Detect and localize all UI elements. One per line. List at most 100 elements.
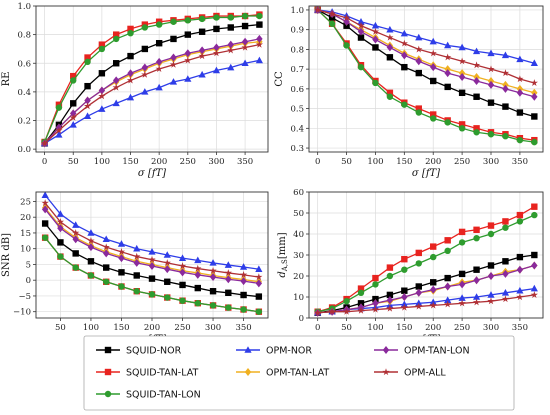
y-tick-label: 25 bbox=[20, 197, 31, 207]
data-point bbox=[502, 103, 509, 110]
data-point bbox=[72, 250, 79, 257]
data-point bbox=[314, 6, 322, 14]
data-point bbox=[415, 283, 422, 290]
data-point bbox=[444, 237, 451, 244]
data-point bbox=[198, 52, 206, 60]
data-point bbox=[386, 272, 394, 280]
series-opm-nor bbox=[41, 191, 263, 272]
legend-marker bbox=[382, 346, 390, 354]
data-point bbox=[84, 54, 91, 61]
series-line bbox=[317, 206, 535, 313]
data-point bbox=[198, 46, 206, 55]
data-point bbox=[241, 12, 249, 20]
data-point bbox=[415, 45, 423, 53]
data-point bbox=[386, 304, 394, 312]
data-point bbox=[516, 75, 524, 83]
plot-frame bbox=[308, 5, 544, 153]
data-point bbox=[472, 293, 481, 300]
data-point bbox=[133, 288, 140, 295]
data-point bbox=[127, 25, 134, 33]
x-tick-label: 0 bbox=[315, 323, 320, 333]
data-point bbox=[179, 268, 186, 277]
data-point bbox=[98, 45, 106, 53]
data-point bbox=[501, 69, 510, 77]
x-tick-label: 50 bbox=[341, 157, 352, 167]
legend-box bbox=[83, 335, 515, 411]
y-tick-label: 20 bbox=[293, 272, 304, 282]
data-point bbox=[133, 258, 140, 267]
series-opm-all bbox=[40, 40, 264, 147]
data-point bbox=[224, 269, 232, 277]
data-point bbox=[516, 293, 524, 301]
data-point bbox=[155, 65, 163, 73]
data-point bbox=[255, 265, 263, 272]
data-point bbox=[530, 291, 538, 298]
data-point bbox=[84, 82, 91, 90]
data-point bbox=[70, 72, 77, 80]
data-point bbox=[458, 57, 466, 65]
panels: 0 50 100 150 200 250 300 3500.00.20.40.60.81.0σ… bbox=[1, 2, 544, 345]
data-point bbox=[184, 31, 192, 38]
data-point bbox=[516, 136, 524, 144]
data-point bbox=[148, 255, 156, 263]
data-point bbox=[531, 261, 538, 270]
series-line bbox=[317, 9, 535, 64]
data-point bbox=[57, 253, 64, 260]
data-point bbox=[531, 92, 538, 101]
series-opm-tan-lon bbox=[41, 205, 263, 288]
y-tick-label: 1.0 bbox=[17, 2, 31, 12]
data-point bbox=[87, 272, 95, 279]
data-point bbox=[41, 199, 49, 207]
y-axis-label: dA,S[mm] bbox=[277, 232, 289, 277]
data-point bbox=[357, 27, 365, 36]
data-point bbox=[357, 289, 365, 296]
data-point bbox=[41, 205, 49, 214]
data-point bbox=[170, 53, 177, 62]
legend-item-opm-nor: OPM-NOR bbox=[236, 346, 312, 357]
data-point bbox=[516, 218, 524, 225]
x-tick-label: 250 bbox=[454, 323, 470, 333]
data-point bbox=[501, 295, 510, 303]
data-point bbox=[112, 99, 120, 107]
y-tick-label: 0.9 bbox=[290, 26, 304, 36]
legend-marker bbox=[244, 368, 252, 376]
data-point bbox=[256, 34, 263, 43]
x-tick-label: 250 bbox=[454, 157, 470, 167]
data-point bbox=[328, 307, 336, 315]
y-tick-label: −5 bbox=[18, 292, 31, 302]
series-line bbox=[317, 254, 535, 314]
y-tick-label: 5 bbox=[26, 260, 31, 270]
x-tick-label: 50 bbox=[55, 323, 66, 333]
data-point bbox=[240, 291, 247, 299]
data-point bbox=[179, 297, 186, 304]
data-point bbox=[430, 77, 437, 85]
data-point bbox=[343, 42, 350, 49]
data-point bbox=[170, 18, 177, 25]
x-tick-label: 0 bbox=[315, 157, 320, 167]
panel-4: 0501001502002503003500102030405060σ [fT]… bbox=[277, 188, 544, 345]
x-tick-label: 150 bbox=[396, 157, 412, 167]
data-point bbox=[357, 285, 365, 292]
data-point bbox=[530, 284, 538, 292]
data-point bbox=[103, 249, 110, 258]
data-point bbox=[57, 224, 64, 233]
legend-item-squid-nor: SQUID-NOR bbox=[96, 346, 182, 357]
series-squid-nor bbox=[41, 21, 263, 147]
data-point bbox=[198, 70, 206, 78]
data-point bbox=[164, 294, 171, 301]
data-point bbox=[372, 295, 379, 303]
data-point bbox=[487, 99, 495, 106]
data-point bbox=[531, 113, 538, 120]
data-point bbox=[487, 230, 495, 238]
data-point bbox=[87, 243, 95, 252]
x-tick-label: 150 bbox=[396, 323, 412, 333]
x-tick-label: 100 bbox=[83, 323, 99, 333]
y-tick-label: 0.6 bbox=[290, 85, 304, 95]
data-point bbox=[155, 83, 163, 91]
data-point bbox=[328, 20, 336, 27]
data-point bbox=[444, 247, 451, 254]
data-point bbox=[386, 43, 394, 52]
panel-2: 0 50 100 150 200 250 300 350 0.3 0.4 0.5 0.6 0.7 0.8 0… bbox=[274, 5, 544, 179]
data-point bbox=[531, 138, 538, 146]
series-squid-tan-lon bbox=[41, 234, 263, 315]
